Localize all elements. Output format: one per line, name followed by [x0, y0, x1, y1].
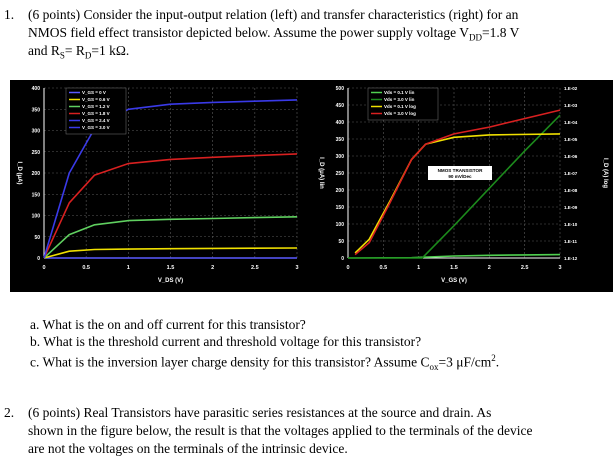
question-b: b. What is the threshold current and thr…	[30, 334, 422, 349]
y2-tick-label: 1.E-03	[564, 103, 578, 108]
x-tick-label: 1	[417, 265, 420, 271]
x-tick-label: 1	[127, 265, 130, 271]
y-axis-title: I_D (μA)	[16, 161, 22, 184]
y2-tick-label: 1.E-02	[564, 86, 578, 91]
q2-line3: are not the voltages on the terminals of…	[28, 441, 348, 456]
question-c: c. What is the inversion layer charge de…	[30, 353, 500, 373]
y-tick-label: 500	[336, 86, 345, 92]
y2-tick-label: 1.E-11	[564, 239, 578, 244]
series-line	[43, 153, 298, 259]
y-tick-label: 250	[336, 171, 345, 177]
question-a: a. What is the on and off current for th…	[30, 317, 306, 332]
x-tick-label: 3	[558, 265, 561, 271]
y-tick-label: 350	[336, 137, 345, 143]
y-tick-label: 50	[338, 239, 344, 245]
y-tick-label: 250	[32, 150, 41, 156]
x-tick-label: 1.5	[167, 265, 175, 271]
y-tick-label: 350	[32, 107, 41, 113]
output-characteristics-chart: 0 0.5 1 1.5 2 2.5 3 0 50 100 150 200 250 300 350 400 V_D…	[10, 80, 308, 292]
legend-label: V_GS = 2.4 V	[82, 118, 110, 123]
legend-label: Vds = 0.1 V lin	[384, 90, 415, 95]
x-tick-label: 0.5	[380, 265, 388, 271]
legend-label: V_GS = 3.0 V	[82, 125, 110, 130]
y2-tick-label: 1.E-06	[564, 154, 578, 159]
series-line	[354, 109, 561, 256]
x-tick-label: 1.5	[450, 265, 458, 271]
x-tick-label: 3	[295, 265, 298, 271]
legend-label: Vds = 0.1 V log	[384, 104, 416, 109]
q2-line1: (6 points) Real Transistors have parasit…	[28, 405, 492, 420]
y2-tick-label: 1.E-05	[564, 137, 578, 142]
y2-tick-label: 1.E-10	[564, 222, 578, 227]
y2-tick-label: 1.E-09	[564, 205, 578, 210]
q2-line2: shown in the figure below, the result is…	[28, 423, 533, 438]
legend-label: V_GS = 1.2 V	[82, 104, 110, 109]
annotation-text: 90 mV/Dec	[448, 174, 472, 179]
y-tick-label: 150	[336, 205, 345, 211]
output-characteristics-plot: 0 0.5 1 1.5 2 2.5 3 0 50 100 150 200 250 300 350 400 V_D…	[16, 86, 299, 284]
y-tick-label: 300	[32, 129, 41, 135]
transfer-characteristics-plot: 0 0.5 1 1.5 2 2.5 3 0 50 100 150 200 250 300 350 400 450…	[318, 86, 608, 284]
legend-label: V_GS = 0.6 V	[82, 97, 110, 102]
y-tick-label: 450	[336, 103, 345, 109]
series-line	[348, 114, 561, 259]
y-tick-label: 200	[32, 171, 41, 177]
y-tick-label: 400	[336, 120, 345, 126]
y2-axis-title: I_D (A) log	[602, 158, 608, 188]
series-line	[43, 247, 298, 259]
x-tick-label: 0	[346, 265, 349, 271]
series-line	[354, 133, 561, 254]
x-axis-title: V_DS (V)	[158, 278, 183, 284]
y2-tick-label: 1.E-07	[564, 171, 578, 176]
legend-label: Vds = 3.0 V lin	[384, 97, 415, 102]
y-tick-label: 300	[336, 154, 345, 160]
series-line	[43, 99, 298, 259]
annotation-box	[428, 166, 492, 180]
y2-tick-label: 1.E-12	[564, 256, 578, 261]
transfer-characteristics-chart: 0 0.5 1 1.5 2 2.5 3 0 50 100 150 200 250 300 350 400 450…	[308, 80, 613, 292]
legend-label: V_GS = 0 V	[82, 90, 106, 95]
y-tick-label: 0	[341, 256, 344, 262]
series-line	[43, 216, 298, 259]
q1-line2: NMOS field effect transistor depicted be…	[28, 25, 520, 43]
x-tick-label: 2.5	[521, 265, 529, 271]
y2-tick-label: 1.E-04	[564, 120, 578, 125]
legend-label: Vds = 3.0 V log	[384, 111, 416, 116]
q1-number: 1.	[4, 7, 15, 22]
y-tick-label: 100	[32, 214, 41, 220]
q1-line1: (6 points) Consider the input-output rel…	[28, 7, 519, 22]
y-tick-label: 200	[336, 188, 345, 194]
annotation-text: NMOS TRANSISTOR	[438, 168, 484, 173]
y-axis-title: I_D (μA) lin	[318, 157, 324, 189]
x-tick-label: 0.5	[82, 265, 90, 271]
x-tick-label: 0	[42, 265, 45, 271]
x-tick-label: 2	[211, 265, 214, 271]
y-tick-label: 50	[34, 235, 40, 241]
y2-tick-label: 1.E-08	[564, 188, 578, 193]
q1-line3: and RS= RD=1 kΩ.	[28, 43, 130, 61]
legend-box	[367, 87, 439, 121]
x-tick-label: 2.5	[251, 265, 259, 271]
y-tick-label: 400	[32, 86, 41, 92]
y-tick-label: 0	[37, 256, 40, 262]
legend-label: V_GS = 1.8 V	[82, 111, 110, 116]
legend-box	[65, 87, 127, 135]
y-tick-label: 100	[336, 222, 345, 228]
y-tick-label: 150	[32, 192, 41, 198]
x-tick-label: 2	[488, 265, 491, 271]
x-axis-title: V_GS (V)	[441, 278, 467, 284]
q2-number: 2.	[4, 405, 15, 420]
